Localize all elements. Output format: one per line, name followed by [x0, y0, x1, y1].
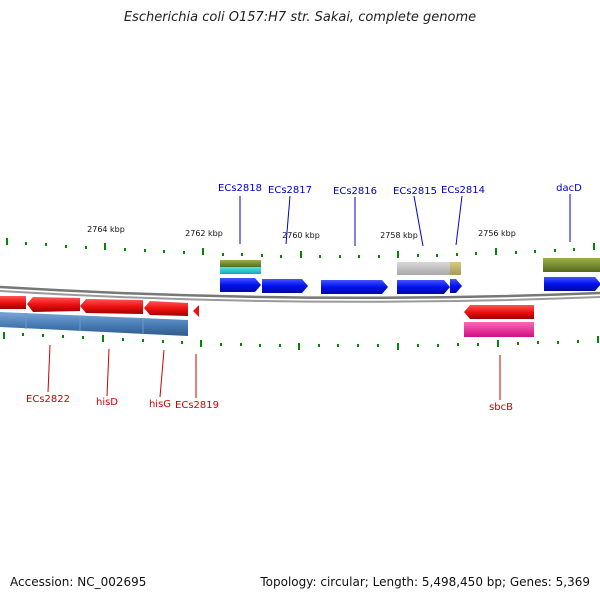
label-hisg: hisG	[149, 399, 171, 410]
bottom-leader-lines	[47, 344, 501, 400]
label-ecs2815: ECs2815	[393, 186, 437, 197]
feature-olive-dacd	[543, 258, 600, 272]
label-hisd: hisD	[96, 397, 118, 408]
kbp-label-2758: 2758 kbp	[380, 231, 418, 240]
kbp-label-2762: 2762 kbp	[185, 229, 223, 238]
feature-steel-dividers	[25, 313, 144, 334]
gene-ecs2822[interactable]	[27, 297, 80, 312]
gene-ecs2816[interactable]	[321, 280, 388, 294]
feature-gray-ecs2815	[397, 262, 450, 275]
gene-hisg[interactable]	[144, 301, 188, 316]
feature-khaki-ecs2814	[450, 262, 461, 275]
kbp-label-2764: 2764 kbp	[87, 225, 125, 234]
gene-sbcb[interactable]	[464, 305, 534, 319]
genome-backbone-outer	[0, 285, 600, 300]
label-ecs2822: ECs2822	[26, 394, 70, 405]
bottom-ticks	[3, 332, 599, 350]
gene-ecs2817[interactable]	[262, 279, 308, 293]
feature-steel-his-operon	[0, 312, 188, 336]
top-ticks	[6, 238, 595, 258]
top-leader-lines	[239, 194, 571, 247]
map-title: Escherichia coli O157:H7 str. Sakai, com…	[123, 10, 477, 25]
label-ecs2818: ECs2818	[218, 183, 262, 194]
gene-ecs2823[interactable]	[0, 296, 26, 309]
gene-ecs2815[interactable]	[397, 280, 450, 294]
label-ecs2816: ECs2816	[333, 186, 377, 197]
gene-dacd[interactable]	[544, 277, 600, 291]
accession-text: Accession: NC_002695	[10, 575, 147, 589]
feature-pink-sbcb	[464, 322, 534, 337]
gene-ecs2814[interactable]	[450, 279, 462, 293]
genome-info-text: Topology: circular; Length: 5,498,450 bp…	[260, 575, 590, 589]
gene-ecs2819[interactable]	[193, 305, 199, 317]
genome-backbone-inner	[0, 290, 600, 303]
label-ecs2817: ECs2817	[268, 185, 312, 196]
gene-hisd[interactable]	[80, 299, 143, 314]
kbp-label-2756: 2756 kbp	[478, 229, 516, 238]
label-ecs2819: ECs2819	[175, 400, 219, 411]
feature-cyan-ecs2818	[220, 267, 261, 274]
kbp-label-2760: 2760 kbp	[282, 231, 320, 240]
label-sbcb: sbcB	[489, 402, 513, 413]
label-ecs2814: ECs2814	[441, 185, 485, 196]
gene-ecs2818[interactable]	[220, 278, 261, 292]
feature-olive-ecs2818	[220, 260, 261, 267]
label-dacd: dacD	[556, 183, 582, 194]
